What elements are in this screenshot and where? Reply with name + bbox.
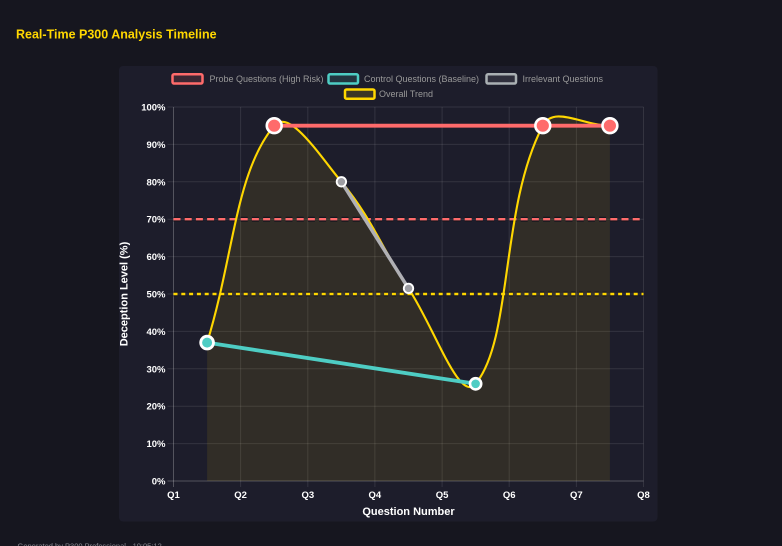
svg-text:Control Questions (Baseline): Control Questions (Baseline) (364, 74, 479, 84)
svg-text:Q8: Q8 (637, 490, 650, 501)
svg-text:Q1: Q1 (167, 490, 180, 501)
svg-text:Question Number: Question Number (362, 506, 455, 518)
svg-text:80%: 80% (146, 177, 166, 188)
svg-text:Q4: Q4 (369, 490, 382, 501)
svg-text:40%: 40% (146, 327, 166, 338)
svg-text:Irrelevant Questions: Irrelevant Questions (523, 74, 604, 84)
svg-text:60%: 60% (146, 252, 166, 263)
svg-text:70%: 70% (146, 215, 166, 226)
svg-text:Q5: Q5 (436, 490, 449, 501)
svg-text:Q6: Q6 (503, 490, 516, 501)
svg-text:Q7: Q7 (570, 490, 583, 501)
svg-text:0%: 0% (152, 477, 166, 488)
svg-text:Probe Questions (High Risk): Probe Questions (High Risk) (210, 74, 324, 84)
svg-text:Real-Time P300 Analysis Timeli: Real-Time P300 Analysis Timeline (16, 28, 217, 42)
svg-text:30%: 30% (146, 364, 166, 375)
svg-text:Overall Trend: Overall Trend (379, 89, 433, 99)
svg-text:100%: 100% (141, 103, 166, 114)
svg-text:Q3: Q3 (301, 490, 314, 501)
svg-text:Generated by P300 Professional: Generated by P300 Professional - 10:05:1… (18, 542, 162, 546)
svg-text:50%: 50% (146, 290, 166, 301)
svg-text:10%: 10% (146, 439, 166, 450)
svg-text:20%: 20% (146, 402, 166, 413)
svg-text:Deception Level (%): Deception Level (%) (119, 241, 131, 346)
svg-text:90%: 90% (146, 140, 166, 151)
svg-text:Q2: Q2 (234, 490, 247, 501)
